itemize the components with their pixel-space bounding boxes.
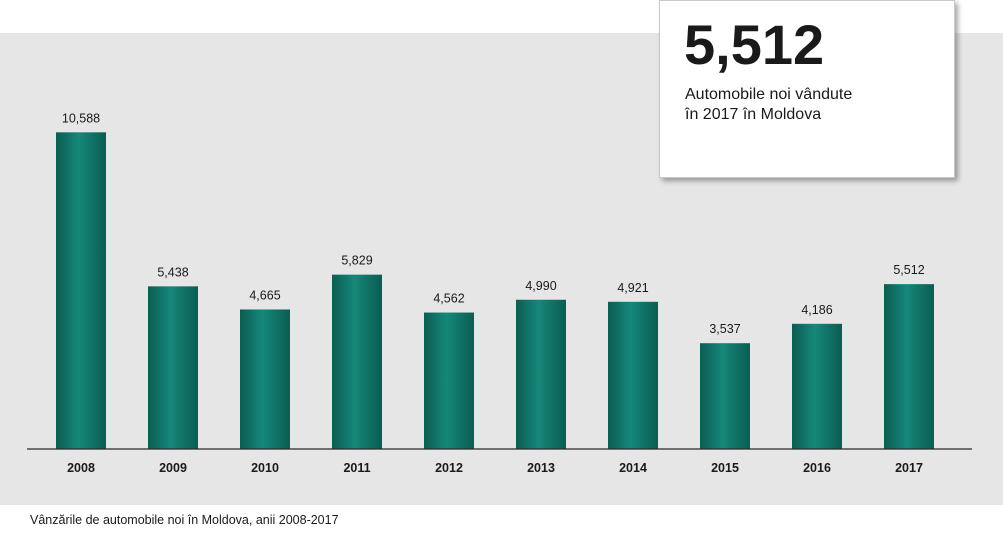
value-label-2013: 4,990 [525, 279, 556, 293]
value-label-2014: 4,921 [617, 281, 648, 295]
x-tick-label-2009: 2009 [159, 461, 187, 475]
value-label-2015: 3,537 [709, 322, 740, 336]
value-label-2017: 5,512 [893, 263, 924, 277]
value-label-2008: 10,588 [62, 111, 100, 125]
x-tick-label-2011: 2011 [343, 461, 370, 475]
bar-2013 [516, 299, 566, 449]
bar-2014 [608, 301, 658, 449]
value-label-2012: 4,562 [433, 292, 464, 306]
x-tick-label-2015: 2015 [711, 461, 739, 475]
value-label-2016: 4,186 [801, 303, 832, 317]
callout-line-1: Automobile noi vândute [685, 86, 853, 103]
bar-2016 [792, 323, 842, 449]
x-tick-label-2008: 2008 [67, 461, 95, 475]
callout-text: Automobile noi vândute în 2017 în Moldov… [685, 85, 935, 125]
x-tick-label-2014: 2014 [619, 461, 647, 475]
bar-2015 [700, 343, 750, 449]
x-tick-label-2016: 2016 [803, 461, 831, 475]
bar-2012 [424, 312, 474, 449]
bar-2017 [884, 284, 934, 449]
callout-number: 5,512 [684, 13, 825, 76]
bars-layer [56, 132, 934, 449]
bar-2008 [56, 132, 106, 449]
x-tick-label-2013: 2013 [527, 461, 555, 475]
x-tick-label-2012: 2012 [435, 461, 463, 475]
bar-2011 [332, 274, 382, 449]
bar-2010 [240, 309, 290, 449]
value-label-2010: 4,665 [249, 288, 280, 302]
callout-line-2: în 2017 în Moldova [685, 106, 822, 123]
value-label-2011: 5,829 [341, 254, 372, 268]
callout-box: 5,512 Automobile noi vândute în 2017 în … [659, 0, 955, 178]
bar-2009 [148, 286, 198, 449]
x-tick-label-2017: 2017 [895, 461, 923, 475]
labels-layer: 10,588 2008 5,438 2009 4,665 2010 5,829 2011 4,5… [62, 111, 925, 475]
x-tick-label-2010: 2010 [251, 461, 279, 475]
chart-caption: Vânzările de automobile noi în Moldova, … [30, 513, 339, 527]
value-label-2009: 5,438 [157, 265, 188, 279]
